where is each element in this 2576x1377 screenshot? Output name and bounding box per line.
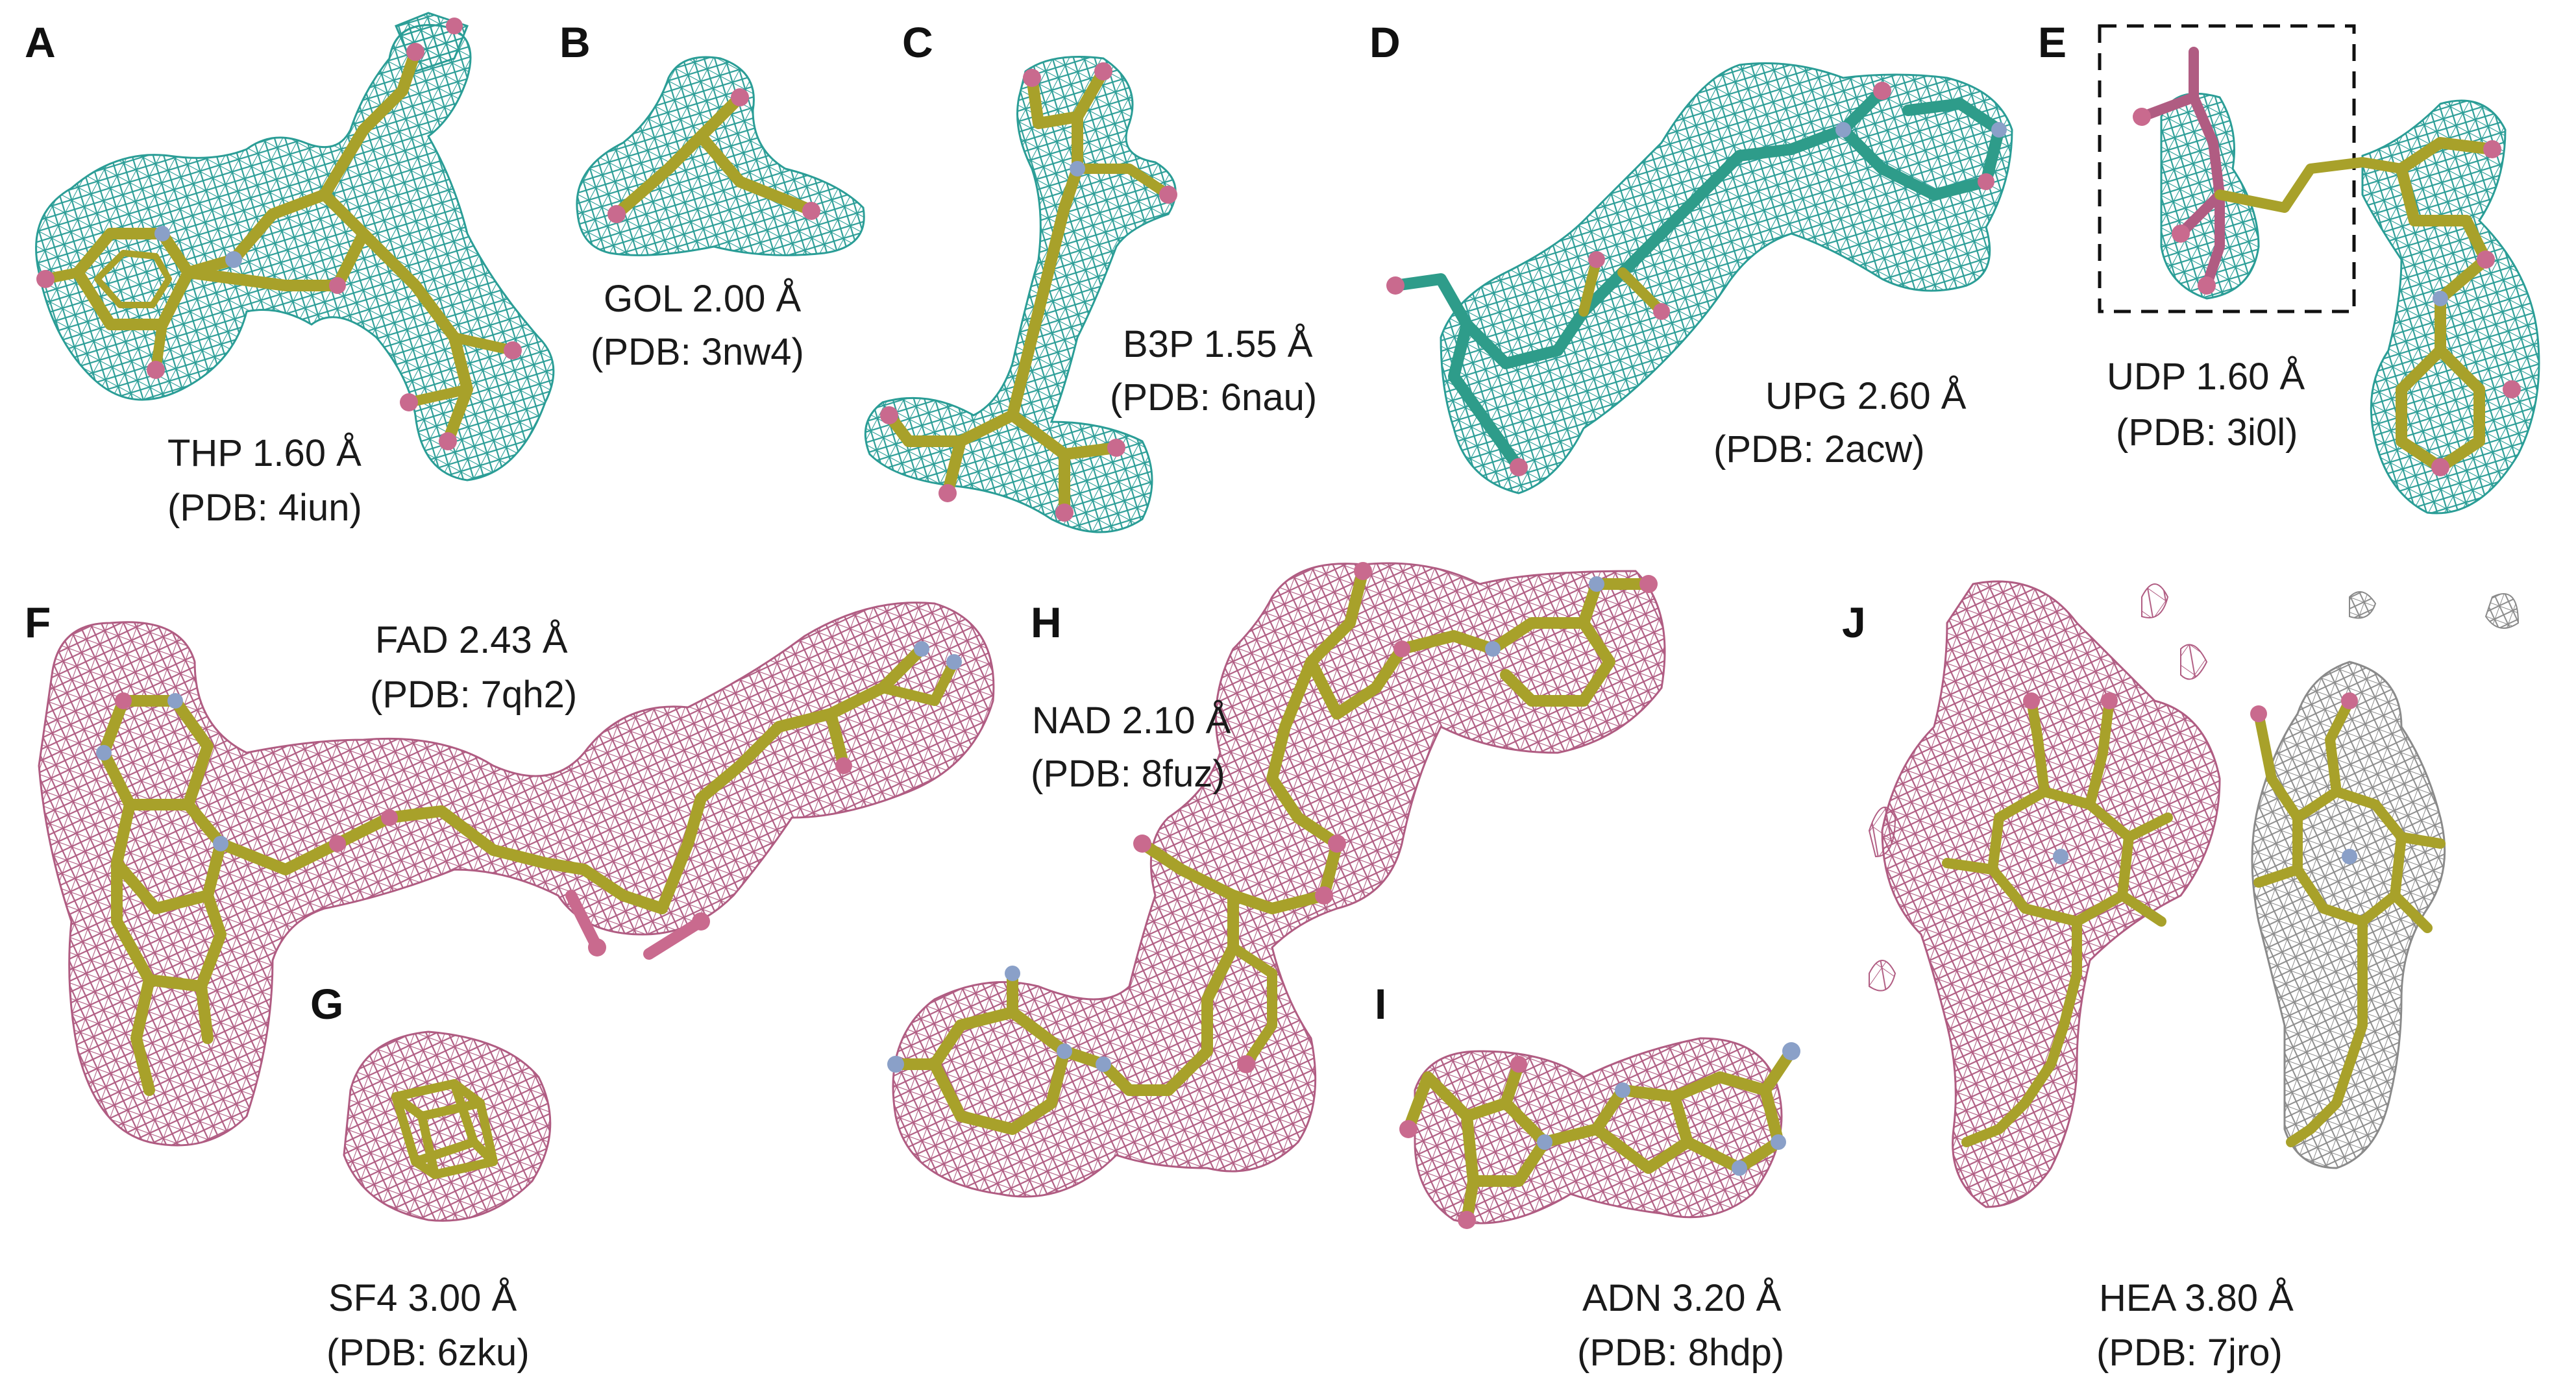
panel-letter-h: H	[1031, 598, 1062, 646]
panel-a-ligand-sticks	[40, 46, 518, 447]
panel-letter-j: J	[1842, 598, 1866, 646]
panel-i-ligand-label: ADN 3.20 Å	[1582, 1277, 1782, 1319]
panel-d-density-mesh	[1440, 62, 2013, 494]
panel-b-pdb-label: (PDB: 3nw4)	[591, 331, 804, 373]
panel-letter-e: E	[2038, 18, 2067, 66]
panel-f-density-mesh	[38, 602, 995, 1147]
panel-j-ligand-label: HEA 3.80 Å	[2099, 1277, 2294, 1319]
panel-letter-b: B	[559, 18, 591, 66]
panel-j-grey-scatter	[2349, 591, 2520, 629]
panel-b-atoms	[607, 88, 820, 223]
panel-letter-i: I	[1375, 980, 1386, 1028]
panel-h: H NAD 2.10 Å (PDB: 8fuz)	[887, 562, 1666, 1198]
panel-a-density-mesh	[35, 12, 555, 481]
panel-g-pdb-label: (PDB: 6zku)	[326, 1332, 530, 1374]
panel-c-density-mesh	[864, 56, 1177, 533]
panel-h-density-mesh	[892, 562, 1666, 1198]
panel-a-pdb-label: (PDB: 4iun)	[167, 487, 362, 529]
panel-e-ligand-sticks	[2137, 47, 2498, 473]
panel-f-pdb-label: (PDB: 7qh2)	[370, 674, 577, 716]
panel-e-pdb-label: (PDB: 3i0l)	[2116, 411, 2298, 454]
panel-i-atoms	[1399, 1042, 1800, 1229]
panel-a-atoms	[36, 18, 522, 450]
panel-j-ligand-left	[1942, 696, 2173, 1147]
panel-i-pdb-label: (PDB: 8hdp)	[1577, 1332, 1784, 1374]
panel-a: A THP 1.60 Å (PDB: 4iun)	[25, 12, 555, 529]
panel-b-ligand-sticks	[611, 91, 811, 220]
panel-c-ligand-label: B3P 1.55 Å	[1123, 323, 1313, 365]
panel-j-atoms	[2023, 692, 2358, 864]
panel-c-pdb-label: (PDB: 6nau)	[1110, 376, 1317, 419]
panel-h-pdb-label: (PDB: 8fuz)	[1031, 753, 1225, 795]
panel-letter-c: C	[902, 18, 933, 66]
panel-letter-d: D	[1369, 18, 1401, 66]
panel-d: D UPG 2.60 Å (PDB: 2acw)	[1369, 18, 2013, 494]
panel-e-ligand-label: UDP 1.60 Å	[2107, 356, 2305, 398]
panel-j-density-scatter	[1868, 583, 2208, 992]
panel-d-pdb-label: (PDB: 2acw)	[1713, 428, 1925, 470]
panel-g: G SF4 3.00 Å (PDB: 6zku)	[310, 980, 552, 1374]
panel-f-atoms	[96, 641, 962, 957]
panel-d-ligand-label: UPG 2.60 Å	[1765, 375, 1967, 417]
panel-e-density-mesh	[2160, 92, 2260, 300]
panel-c-atoms	[880, 62, 1177, 522]
panel-f: F FAD 2.43 Å (PDB: 7qh2)	[25, 598, 995, 1147]
panel-i: I ADN 3.20 Å (PDB: 8hdp)	[1375, 980, 1800, 1374]
panel-f-ligand-label: FAD 2.43 Å	[375, 619, 568, 661]
panel-letter-f: F	[25, 598, 51, 646]
panel-j-pdb-label: (PDB: 7jro)	[2096, 1332, 2283, 1374]
panel-h-ligand-label: NAD 2.10 Å	[1032, 700, 1231, 742]
panel-e-atoms	[2133, 108, 2521, 476]
panel-j-density-mesh-left	[1881, 580, 2221, 1208]
panel-e-dashed-box	[2098, 24, 2356, 313]
panel-letter-g: G	[310, 980, 343, 1028]
panel-j: J HEA 3.80 Å (PDB: 7jro)	[1842, 580, 2520, 1374]
panel-b-ligand-label: GOL 2.00 Å	[604, 278, 801, 320]
panel-g-density-mesh	[343, 1030, 552, 1222]
panel-b: B GOL 2.00 Å (PDB: 3nw4)	[559, 18, 865, 373]
panel-c: C B3P 1.55 Å (PDB: 6nau)	[864, 18, 1317, 533]
panel-e: E UDP 1.60 Å (PDB: 3i0l)	[2038, 18, 2540, 515]
panel-h-atoms	[887, 562, 1658, 1073]
panel-letter-a: A	[25, 18, 56, 66]
panel-j-ligand-right	[2253, 696, 2446, 1147]
panel-a-ligand-label: THP 1.60 Å	[167, 432, 362, 474]
panel-g-ligand-label: SF4 3.00 Å	[328, 1277, 517, 1319]
panel-g-cluster	[391, 1079, 498, 1179]
panel-d-atoms	[1386, 82, 2007, 476]
